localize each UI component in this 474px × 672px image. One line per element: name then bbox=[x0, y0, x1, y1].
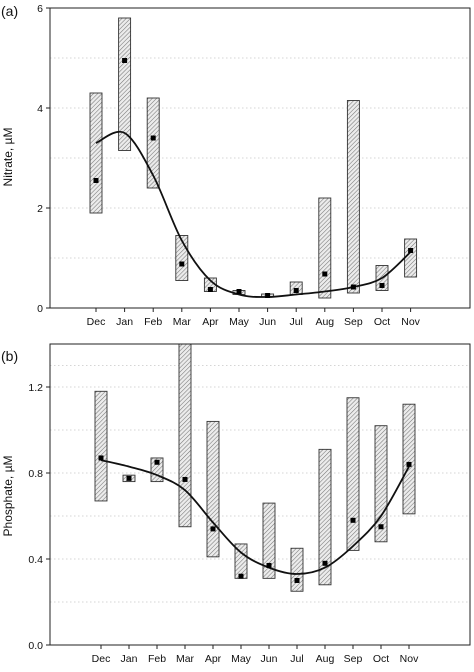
mean-markers bbox=[98, 455, 412, 583]
range-box-sep bbox=[346, 100, 360, 294]
x-tick-label-sep: Sep bbox=[344, 316, 363, 328]
mean-marker-nov bbox=[408, 248, 414, 253]
y-tick-label: 6 bbox=[37, 3, 43, 15]
x-axis: Dec Jan Feb Mar Apr May Jun Jul Aug Sep Oct Nov bbox=[92, 645, 419, 665]
x-tick-label-jun: Jun bbox=[261, 653, 278, 665]
x-tick-label-jun: Jun bbox=[259, 316, 276, 328]
x-tick-label-apr: Apr bbox=[205, 653, 222, 665]
x-tick-label-aug: Aug bbox=[316, 653, 335, 665]
x-tick-label-apr: Apr bbox=[202, 316, 219, 328]
x-tick-label-feb: Feb bbox=[144, 316, 162, 328]
mean-marker-apr bbox=[207, 287, 213, 292]
y-tick-label: 0 bbox=[37, 303, 43, 315]
mean-marker-jun bbox=[266, 562, 272, 568]
mean-marker-jul bbox=[293, 288, 299, 293]
x-tick-label-feb: Feb bbox=[148, 653, 166, 665]
mean-marker-jul bbox=[294, 578, 300, 583]
y-tick-label: 2 bbox=[37, 203, 43, 215]
y-tick-label: 0.8 bbox=[28, 468, 43, 480]
y-axis: 0 2 4 6 bbox=[37, 3, 50, 315]
range-box-dec bbox=[94, 390, 108, 502]
range-box-aug bbox=[318, 197, 332, 299]
x-axis: Dec Jan Feb Mar Apr May Jun Jul Aug Sep Oct Nov bbox=[87, 308, 421, 328]
range-box-nov bbox=[404, 238, 418, 278]
mean-marker-may bbox=[236, 289, 242, 294]
mean-marker-jan bbox=[122, 58, 128, 63]
mean-markers bbox=[93, 58, 414, 298]
mean-marker-oct bbox=[378, 524, 384, 530]
range-box-dec bbox=[89, 92, 103, 214]
y-tick-label: 4 bbox=[37, 103, 43, 115]
x-tick-label-jul: Jul bbox=[289, 316, 302, 328]
range-box-nov bbox=[402, 403, 416, 515]
y-axis-title-nitrate: Nitrate, µM bbox=[1, 128, 15, 187]
x-tick-label-sep: Sep bbox=[344, 653, 363, 665]
x-tick-label-nov: Nov bbox=[401, 316, 420, 328]
y-tick-label: 0.0 bbox=[28, 640, 43, 652]
x-tick-label-dec: Dec bbox=[87, 316, 106, 328]
mean-marker-mar bbox=[179, 261, 185, 267]
x-tick-label-aug: Aug bbox=[315, 316, 334, 328]
mean-marker-oct bbox=[379, 283, 385, 288]
x-tick-label-dec: Dec bbox=[92, 653, 111, 665]
y-axis: 0.0 0.4 0.8 1.2 bbox=[28, 382, 50, 652]
mean-marker-apr bbox=[210, 526, 216, 532]
range-box-feb bbox=[146, 97, 160, 189]
phosphate-chart: (b) Phosphate, µM 0.0 0.4 0.8 1.2 Dec Jan Feb M… bbox=[1, 343, 471, 665]
mean-marker-sep bbox=[350, 517, 356, 523]
fit-curve bbox=[95, 130, 412, 298]
x-tick-label-nov: Nov bbox=[400, 653, 419, 665]
plot-frame bbox=[49, 343, 471, 646]
mean-marker-nov bbox=[406, 461, 412, 467]
mean-marker-mar bbox=[182, 476, 188, 482]
range-box-mar bbox=[178, 343, 192, 528]
range-box-jan bbox=[118, 17, 132, 151]
nitrate-chart: (a) Nitrate, µM 0 2 4 6 Dec Jan Feb Mar Apr May Ju… bbox=[1, 3, 471, 328]
range-box-jul bbox=[290, 547, 304, 592]
range-box-sep bbox=[346, 397, 360, 551]
mean-marker-feb bbox=[154, 459, 160, 465]
mean-marker-sep bbox=[350, 284, 356, 290]
x-tick-label-may: May bbox=[231, 653, 252, 665]
range-box-jun bbox=[262, 502, 276, 579]
mean-marker-jun bbox=[265, 293, 271, 298]
x-tick-label-mar: Mar bbox=[176, 653, 195, 665]
range-boxes bbox=[94, 343, 416, 592]
y-tick-label: 0.4 bbox=[28, 554, 43, 566]
fit-curve bbox=[100, 459, 410, 575]
y-axis-title-phosphate: Phosphate, µM bbox=[1, 456, 15, 537]
panel-label-a: (a) bbox=[1, 3, 18, 19]
mean-marker-dec bbox=[93, 178, 99, 183]
x-tick-label-oct: Oct bbox=[374, 316, 390, 328]
x-tick-label-oct: Oct bbox=[373, 653, 389, 665]
x-tick-label-mar: Mar bbox=[173, 316, 192, 328]
mean-marker-aug bbox=[322, 560, 328, 566]
x-tick-label-may: May bbox=[229, 316, 250, 328]
x-tick-label-jan: Jan bbox=[116, 316, 133, 328]
range-boxes bbox=[89, 17, 418, 299]
panel-label-b: (b) bbox=[1, 348, 18, 364]
mean-marker-dec bbox=[98, 455, 104, 461]
mean-marker-jan bbox=[126, 475, 132, 481]
mean-marker-feb bbox=[150, 135, 156, 141]
range-box-aug bbox=[318, 448, 332, 586]
range-box-apr bbox=[206, 420, 220, 558]
plot-frame bbox=[49, 7, 471, 309]
mean-marker-may bbox=[238, 573, 244, 579]
y-tick-label: 1.2 bbox=[28, 382, 43, 394]
mean-marker-aug bbox=[322, 271, 328, 277]
x-tick-label-jul: Jul bbox=[290, 653, 303, 665]
x-tick-label-jan: Jan bbox=[121, 653, 138, 665]
